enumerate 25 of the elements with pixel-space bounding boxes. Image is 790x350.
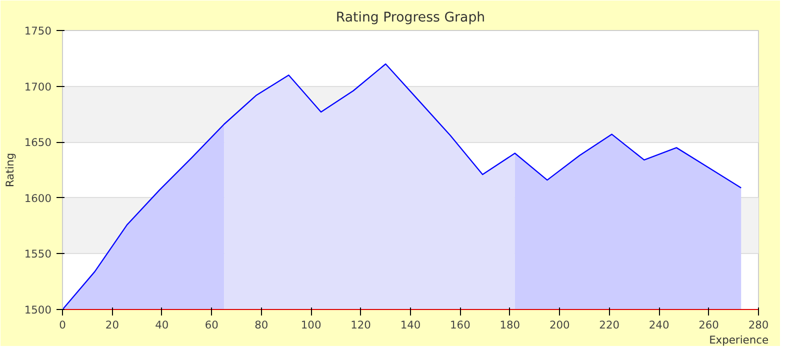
x-tick-label: 0 bbox=[59, 318, 66, 332]
y-tick-label: 1600 bbox=[24, 192, 52, 205]
x-tick-label: 240 bbox=[648, 318, 670, 332]
x-tick-label: 140 bbox=[400, 318, 421, 332]
x-tick-label: 80 bbox=[254, 318, 268, 332]
y-axis-title: Rating bbox=[3, 152, 16, 188]
x-tick-label: 180 bbox=[500, 318, 520, 332]
y-tick-label: 1700 bbox=[24, 80, 52, 94]
x-tick-label: 200 bbox=[549, 318, 570, 332]
x-tick-label: 260 bbox=[698, 318, 720, 332]
y-tick-label: 1550 bbox=[24, 248, 52, 261]
x-tick-label: 160 bbox=[450, 318, 471, 332]
x-axis-title: Experience bbox=[709, 334, 769, 346]
line-series bbox=[62, 63, 742, 310]
x-tick-label: 100 bbox=[300, 318, 322, 332]
x-tick-label: 120 bbox=[350, 318, 372, 332]
y-tick-label: 1650 bbox=[24, 136, 52, 150]
x-tick-label: 280 bbox=[748, 318, 769, 332]
y-tick-label: 1750 bbox=[24, 24, 52, 38]
x-tick-label: 60 bbox=[204, 318, 219, 332]
chart-title: Rating Progress Graph bbox=[336, 10, 486, 26]
x-tick-label: 40 bbox=[155, 318, 169, 332]
x-tick-label: 20 bbox=[105, 318, 120, 332]
x-tick-label: 220 bbox=[599, 318, 620, 332]
y-tick-label: 1500 bbox=[24, 304, 52, 316]
